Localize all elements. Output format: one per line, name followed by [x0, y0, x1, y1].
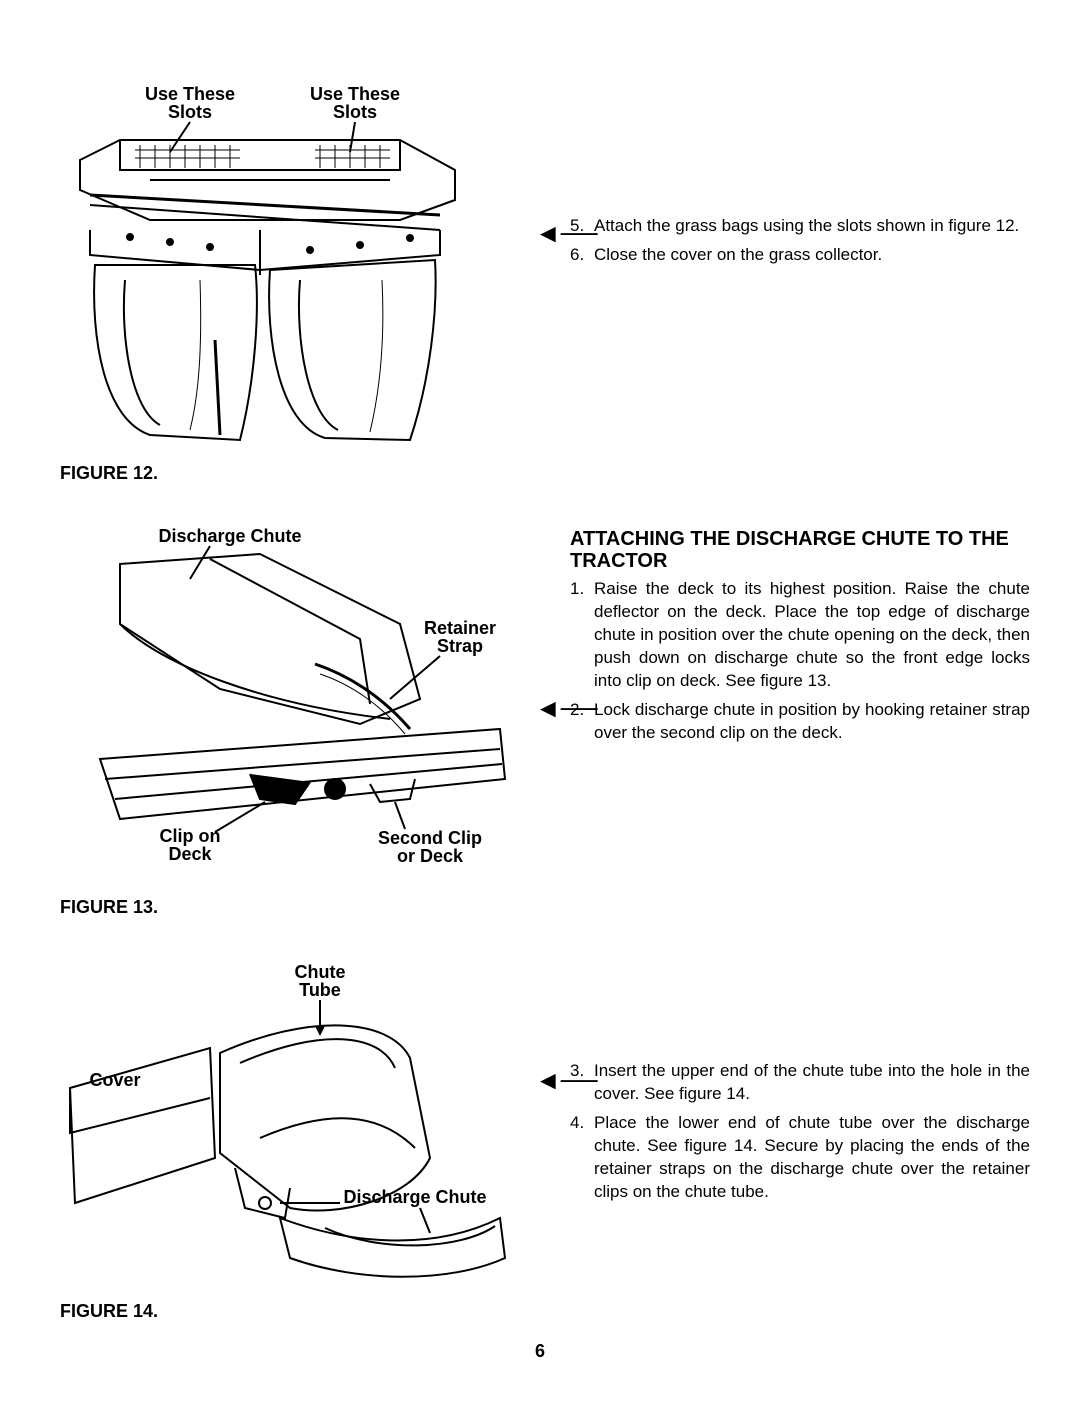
figure-14-caption: FIGURE 14.: [60, 1301, 540, 1322]
figure-13: Discharge Chute Retainer Strap Clip on D…: [60, 524, 540, 918]
arrow-left-icon: ◄──: [535, 1063, 598, 1098]
fig12-slots-left-line2: Slots: [168, 102, 212, 122]
step-1: ◄── 1. Raise the deck to its highest pos…: [570, 578, 1030, 693]
steps-block-bottom: ◄── 3. Insert the upper end of the chute…: [570, 1060, 1030, 1210]
right-column: ◄── 5. Attach the grass bags using the s…: [540, 80, 1020, 1362]
step-text: Insert the upper end of the chute tube i…: [594, 1060, 1030, 1106]
figure-13-caption: FIGURE 13.: [60, 897, 540, 918]
step-text: Raise the deck to its highest position. …: [594, 578, 1030, 693]
step-2: 2. Lock discharge chute in position by h…: [570, 699, 1030, 745]
step-6: 6. Close the cover on the grass collecto…: [570, 244, 1030, 267]
left-column: Use These Slots Use These Slots FIGURE 1…: [60, 80, 540, 1362]
fig13-clip-l2: Deck: [168, 844, 212, 864]
fig14-discharge-chute-label: Discharge Chute: [343, 1187, 486, 1207]
step-3: ◄── 3. Insert the upper end of the chute…: [570, 1060, 1030, 1106]
fig14-cover-label: Cover: [89, 1070, 140, 1090]
section-attaching-chute: ATTACHING THE DISCHARGE CHUTE TO THE TRA…: [570, 528, 1030, 751]
fig12-slots-left-line1: Use These: [145, 84, 235, 104]
fig13-clip-l1: Clip on: [160, 826, 221, 846]
fig13-discharge-chute-label: Discharge Chute: [158, 526, 301, 546]
fig14-chute-l2: Tube: [299, 980, 341, 1000]
step-text: Place the lower end of chute tube over t…: [594, 1112, 1030, 1204]
figure-14: Chute Tube Cover Discharge Chute FIGURE …: [60, 958, 540, 1322]
step-5: 5. Attach the grass bags using the slots…: [570, 215, 1030, 238]
step-num: 4.: [570, 1112, 594, 1204]
step-text: Lock discharge chute in position by hook…: [594, 699, 1030, 745]
step-4: 4. Place the lower end of chute tube ove…: [570, 1112, 1030, 1204]
fig14-chute-l1: Chute: [295, 962, 346, 982]
step-num: 1.: [570, 578, 594, 693]
section-title: ATTACHING THE DISCHARGE CHUTE TO THE TRA…: [570, 528, 1030, 572]
page-number: 6: [0, 1341, 1080, 1362]
figure-12-caption: FIGURE 12.: [60, 463, 540, 484]
arrow-left-icon: ◄──: [535, 691, 598, 726]
fig13-retainer-l1: Retainer: [424, 618, 496, 638]
fig12-slots-right-line1: Use These: [310, 84, 400, 104]
figure-12-svg: Use These Slots Use These Slots: [60, 80, 460, 450]
fig13-retainer-l2: Strap: [437, 636, 483, 656]
figure-13-svg: Discharge Chute Retainer Strap Clip on D…: [60, 524, 520, 884]
fig13-second-l2: or Deck: [397, 846, 464, 866]
figure-14-svg: Chute Tube Cover Discharge Chute: [60, 958, 520, 1288]
fig13-second-l1: Second Clip: [378, 828, 482, 848]
step-text: Close the cover on the grass collector.: [594, 244, 1030, 267]
fig12-slots-right-line2: Slots: [333, 102, 377, 122]
arrow-left-icon: ◄──: [535, 218, 598, 249]
step-text: Attach the grass bags using the slots sh…: [594, 215, 1030, 238]
figure-12: Use These Slots Use These Slots FIGURE 1…: [60, 80, 540, 484]
steps-block-top: ◄── 5. Attach the grass bags using the s…: [570, 215, 1030, 273]
